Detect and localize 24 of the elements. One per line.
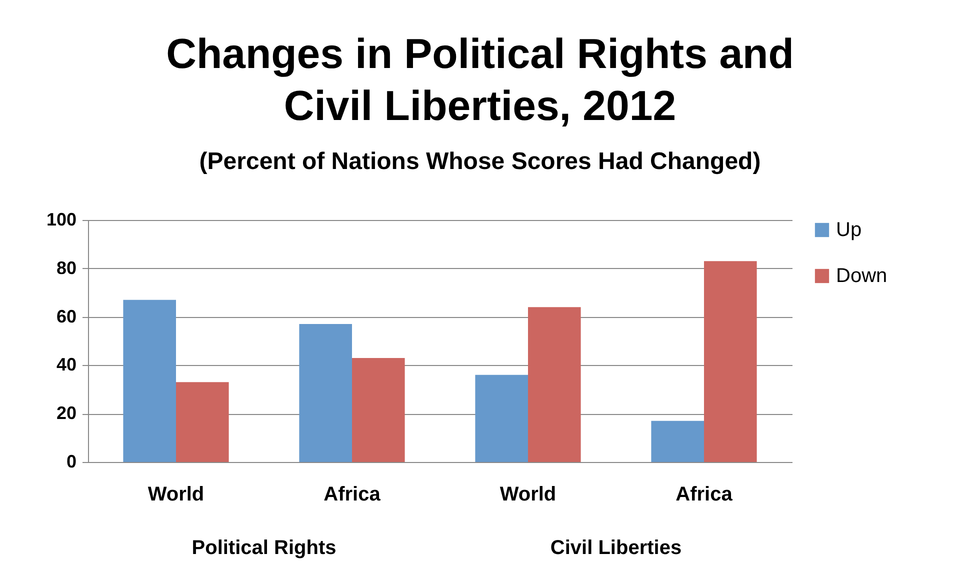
x-tick-label: Africa (676, 484, 734, 506)
legend-label: Up (836, 219, 862, 241)
bar (299, 324, 352, 462)
bar (475, 374, 528, 462)
bar (528, 307, 581, 462)
chart-title: Changes in Political Rights and Civil Liberties, 2012 (165, 29, 795, 131)
bar (176, 382, 229, 462)
x-tick-label: World (500, 484, 556, 506)
y-tick-label: 0 (66, 452, 76, 472)
bar (651, 420, 704, 462)
legend-label: Down (836, 265, 888, 287)
text: Civil Liberties (549, 537, 683, 560)
x-tick-label: World (148, 484, 204, 506)
y-tick-label: 80 (56, 258, 76, 278)
y-tick-label: 60 (56, 306, 76, 326)
bar (704, 261, 757, 462)
y-tick-label: 20 (56, 403, 76, 424)
x-tick-label: Africa (324, 484, 382, 506)
chart-subtitle: (Percent of Nations Whose Scores Had Changed) (198, 148, 762, 176)
bar (123, 300, 176, 462)
y-tick-label: 40 (56, 354, 76, 375)
text: Political Rights (190, 537, 338, 560)
bar (352, 358, 405, 462)
y-tick-label: 100 (46, 210, 76, 230)
